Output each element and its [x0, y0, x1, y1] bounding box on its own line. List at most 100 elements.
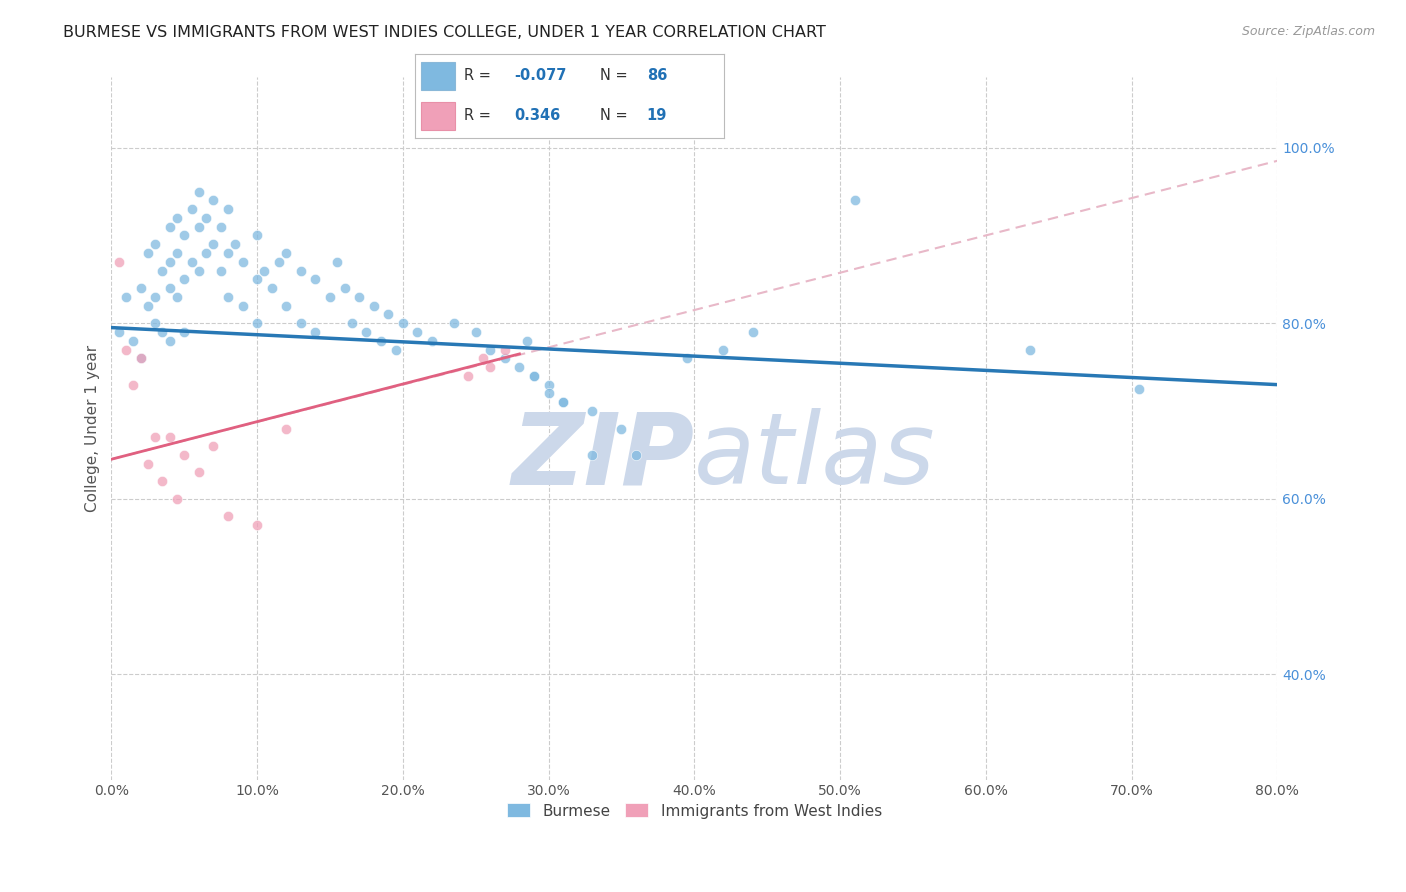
Point — [217, 246, 239, 260]
Point — [304, 325, 326, 339]
Point — [136, 246, 159, 260]
Text: -0.077: -0.077 — [513, 69, 567, 84]
Point — [129, 351, 152, 366]
Point — [844, 194, 866, 208]
Point — [115, 290, 138, 304]
Point — [143, 290, 166, 304]
Point — [209, 263, 232, 277]
Point — [173, 272, 195, 286]
Point — [166, 290, 188, 304]
Point — [260, 281, 283, 295]
Point — [420, 334, 443, 348]
Point — [217, 509, 239, 524]
Point — [187, 185, 209, 199]
Point — [516, 334, 538, 348]
Point — [246, 316, 269, 330]
Point — [494, 343, 516, 357]
Point — [173, 325, 195, 339]
Point — [187, 466, 209, 480]
Text: Source: ZipAtlas.com: Source: ZipAtlas.com — [1241, 25, 1375, 38]
Point — [202, 194, 225, 208]
Point — [224, 237, 246, 252]
Point — [377, 307, 399, 321]
Point — [384, 343, 406, 357]
Point — [159, 254, 181, 268]
Point — [392, 316, 415, 330]
Point — [333, 281, 356, 295]
Point — [232, 299, 254, 313]
Point — [159, 334, 181, 348]
Point — [187, 219, 209, 234]
Text: R =: R = — [464, 108, 491, 123]
Point — [326, 254, 349, 268]
Point — [276, 299, 298, 313]
Point — [195, 246, 218, 260]
Point — [202, 237, 225, 252]
Point — [152, 263, 174, 277]
Point — [523, 368, 546, 383]
Point — [209, 219, 232, 234]
Point — [276, 421, 298, 435]
Text: ZIP: ZIP — [512, 409, 695, 505]
Point — [457, 368, 479, 383]
Point — [136, 299, 159, 313]
Point — [479, 343, 502, 357]
Point — [464, 325, 486, 339]
Point — [143, 237, 166, 252]
Point — [290, 263, 312, 277]
Point — [122, 377, 145, 392]
Legend: Burmese, Immigrants from West Indies: Burmese, Immigrants from West Indies — [501, 797, 889, 824]
Point — [290, 316, 312, 330]
Point — [713, 343, 735, 357]
Point — [195, 211, 218, 225]
Point — [159, 430, 181, 444]
Text: R =: R = — [464, 69, 491, 84]
Point — [217, 202, 239, 216]
Point — [347, 290, 370, 304]
Point — [581, 448, 603, 462]
Point — [472, 351, 495, 366]
Point — [143, 430, 166, 444]
Point — [1018, 343, 1040, 357]
Point — [202, 439, 225, 453]
Text: 86: 86 — [647, 69, 666, 84]
Point — [479, 360, 502, 375]
Text: 0.346: 0.346 — [513, 108, 560, 123]
Point — [152, 474, 174, 488]
Point — [676, 351, 699, 366]
Point — [581, 404, 603, 418]
Point — [553, 395, 575, 409]
Point — [340, 316, 363, 330]
Point — [180, 202, 202, 216]
Point — [363, 299, 385, 313]
Point — [173, 448, 195, 462]
Point — [741, 325, 763, 339]
Point — [159, 219, 181, 234]
Point — [624, 448, 647, 462]
Point — [217, 290, 239, 304]
Point — [610, 421, 633, 435]
Text: N =: N = — [600, 69, 628, 84]
Point — [304, 272, 326, 286]
Point — [136, 457, 159, 471]
Point — [508, 360, 530, 375]
Point — [276, 246, 298, 260]
Point — [143, 316, 166, 330]
Point — [246, 272, 269, 286]
Point — [246, 228, 269, 243]
Bar — [420, 102, 456, 130]
Point — [166, 491, 188, 506]
Point — [356, 325, 378, 339]
Point — [370, 334, 392, 348]
Point — [406, 325, 429, 339]
Point — [253, 263, 276, 277]
Point — [173, 228, 195, 243]
Point — [122, 334, 145, 348]
Text: 19: 19 — [647, 108, 666, 123]
Point — [267, 254, 290, 268]
Y-axis label: College, Under 1 year: College, Under 1 year — [86, 345, 100, 512]
Point — [1128, 382, 1150, 396]
Point — [553, 395, 575, 409]
Point — [115, 343, 138, 357]
Point — [180, 254, 202, 268]
